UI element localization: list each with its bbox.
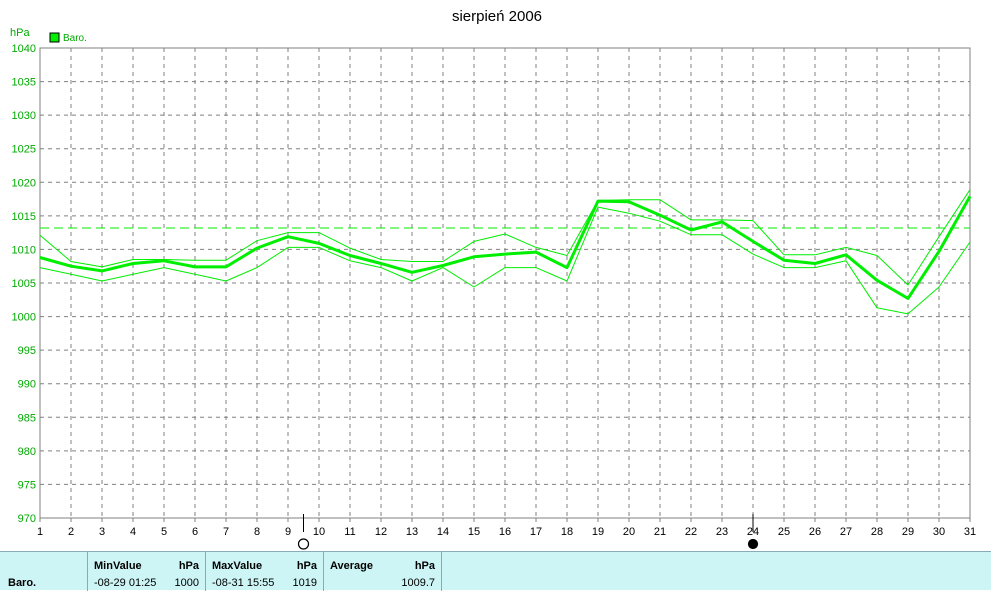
x-tick-label: 4: [130, 526, 136, 538]
legend-label: Baro.: [63, 33, 87, 44]
x-tick-label: 10: [313, 526, 325, 538]
x-tick-label: 8: [254, 526, 260, 538]
y-tick-label: 1035: [12, 77, 36, 89]
y-tick-label: 970: [18, 513, 36, 525]
x-tick-label: 26: [809, 526, 821, 538]
x-tick-label: 23: [716, 526, 728, 538]
x-tick-label: 22: [685, 526, 697, 538]
max-unit: hPa: [296, 560, 317, 572]
min-value: 1000: [174, 577, 199, 589]
x-tick-label: 7: [223, 526, 229, 538]
min-value-cell: MinValue hPa -08-29 01:25 1000: [88, 552, 206, 591]
x-tick-label: 13: [406, 526, 418, 538]
x-tick-label: 1: [37, 526, 43, 538]
series-line-average: [39, 195, 972, 300]
legend-swatch: [49, 32, 60, 43]
x-tick-label: 2: [68, 526, 74, 538]
min-when: -08-29 01:25: [94, 577, 157, 589]
x-tick-label: 3: [99, 526, 105, 538]
x-tick-label: 12: [375, 526, 387, 538]
avg-value: 1009.7: [401, 577, 435, 589]
x-tick-label: 17: [530, 526, 542, 538]
y-tick-label: 1015: [12, 211, 36, 223]
y-axis: 970 975 980 985 990 995 1000 1005 1010 1015 1020 10…: [12, 43, 36, 525]
x-tick-label: 5: [161, 526, 167, 538]
x-tick-label: 28: [871, 526, 883, 538]
y-tick-label: 1030: [12, 110, 36, 122]
max-header: MaxValue: [212, 560, 263, 572]
x-tick-label: 15: [468, 526, 480, 538]
x-tick-label: 25: [778, 526, 790, 538]
y-axis-label: hPa: [10, 27, 30, 39]
stats-row-label-cell: Baro.: [0, 552, 88, 591]
x-tick-label: 6: [192, 526, 198, 538]
y-tick-label: 1005: [12, 278, 36, 290]
y-tick-label: 990: [18, 379, 36, 391]
max-when: -08-31 15:55: [212, 577, 275, 589]
y-tick-label: 995: [18, 345, 36, 357]
moon-phases: [297, 514, 759, 550]
x-tick-label: 19: [592, 526, 604, 538]
y-tick-label: 1025: [12, 144, 36, 156]
min-header: MinValue: [94, 560, 142, 572]
x-tick-label: 27: [840, 526, 852, 538]
series-line-max: [39, 189, 971, 286]
chart-title: sierpień 2006: [452, 8, 542, 25]
stats-panel: Baro. MinValue hPa -08-29 01:25 1000 Max…: [0, 551, 991, 591]
grid: [40, 48, 970, 518]
min-unit: hPa: [178, 560, 199, 572]
x-axis: 1 2 3 4 5 6 7 8 9 10 11 12 13 14 15 16 17 18 19 20 21 22 23 24 2…: [37, 518, 976, 538]
average-cell: Average hPa 1009.7: [324, 552, 442, 591]
y-tick-label: 985: [18, 412, 36, 424]
x-tick-label: 18: [561, 526, 573, 538]
series-group: [39, 189, 972, 315]
max-value-cell: MaxValue hPa -08-31 15:55 1019: [206, 552, 324, 591]
x-tick-label: 14: [437, 526, 449, 538]
x-tick-label: 30: [933, 526, 945, 538]
x-tick-label: 21: [654, 526, 666, 538]
pressure-chart: sierpień 2006 hPa Baro. 9709759809859909…: [10, 8, 976, 550]
x-tick-label: 31: [964, 526, 976, 538]
legend: Baro.: [49, 32, 87, 44]
y-tick-label: 1040: [12, 43, 36, 55]
x-tick-label: 9: [285, 526, 291, 538]
y-tick-label: 980: [18, 446, 36, 458]
x-tick-label: 20: [623, 526, 635, 538]
new-moon-icon: [747, 538, 759, 550]
series-line-min: [39, 206, 971, 315]
avg-header: Average: [330, 560, 374, 572]
y-tick-label: 1010: [12, 244, 36, 256]
max-value: 1019: [292, 577, 317, 589]
x-tick-label: 16: [499, 526, 511, 538]
x-tick-label: 29: [902, 526, 914, 538]
avg-unit: hPa: [414, 560, 435, 572]
y-tick-label: 1020: [12, 177, 36, 189]
y-tick-label: 1000: [12, 312, 36, 324]
y-tick-label: 975: [18, 479, 36, 491]
x-tick-label: 11: [344, 526, 355, 538]
stats-row-label: Baro.: [8, 577, 37, 589]
full-moon-icon: [297, 538, 310, 550]
